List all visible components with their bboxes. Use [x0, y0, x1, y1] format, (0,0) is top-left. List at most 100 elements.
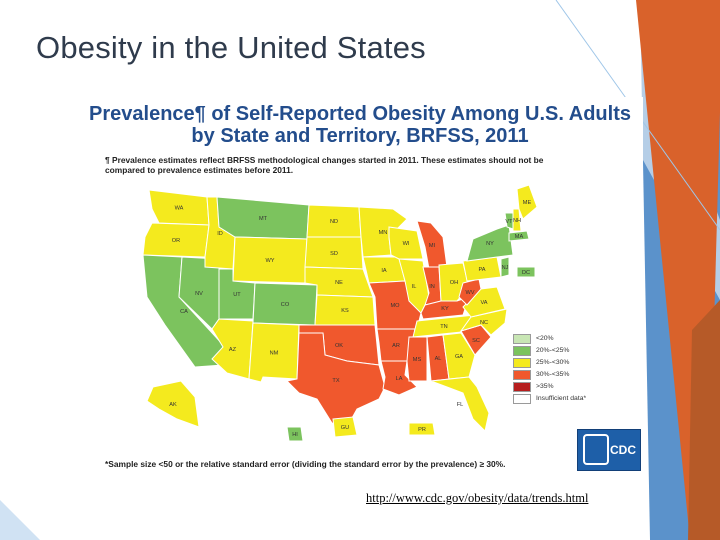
- state-label-co: CO: [281, 302, 290, 308]
- state-GU: GU: [332, 416, 358, 438]
- state-label-tx: TX: [332, 378, 339, 384]
- state-label-hi: HI: [292, 432, 298, 438]
- legend-label: Insufficient data*: [536, 395, 587, 402]
- legend-item: >35%: [513, 381, 605, 392]
- figure-note: ¶ Prevalence estimates reflect BRFSS met…: [105, 155, 605, 175]
- state-label-ky: KY: [441, 306, 449, 312]
- state-label-va: VA: [480, 300, 487, 306]
- state-label-ne: NE: [335, 280, 343, 286]
- legend-item: 30%-<35%: [513, 369, 605, 380]
- state-label-ms: MS: [413, 357, 422, 363]
- cdc-logo: CDC: [577, 429, 641, 471]
- legend-label: 30%-<35%: [536, 371, 570, 378]
- state-label-tn: TN: [440, 324, 447, 330]
- state-WI: WI: [388, 226, 424, 260]
- figure-note-line1: ¶ Prevalence estimates reflect BRFSS met…: [105, 155, 544, 165]
- state-ME: ME: [516, 184, 538, 220]
- state-label-ca: CA: [180, 309, 188, 315]
- figure-note-line2: compared to prevalence estimates before …: [105, 165, 294, 175]
- state-label-nh: NH: [513, 218, 521, 224]
- state-NM: NM: [248, 322, 300, 383]
- state-AK: AK: [146, 380, 200, 428]
- state-label-nm: NM: [270, 351, 279, 357]
- state-MA: MA: [508, 230, 530, 242]
- state-label-ut: UT: [233, 292, 241, 298]
- source-link[interactable]: http://www.cdc.gov/obesity/data/trends.h…: [366, 491, 589, 505]
- legend-swatch: [513, 393, 531, 404]
- state-label-ia: IA: [381, 268, 387, 274]
- state-WA: WA: [148, 189, 210, 226]
- obesity-map-figure: Prevalence¶ of Self-Reported Obesity Amo…: [77, 97, 643, 475]
- state-NJ: NJ: [500, 256, 510, 278]
- page-title: Obesity in the United States: [36, 30, 426, 65]
- state-HI: HI: [286, 426, 304, 442]
- state-PR: PR: [408, 422, 436, 436]
- state-label-sc: SC: [472, 338, 480, 344]
- state-MS: MS: [406, 336, 428, 382]
- state-label-wy: WY: [265, 258, 274, 264]
- state-label-id: ID: [217, 231, 223, 237]
- state-label-ga: GA: [455, 354, 463, 360]
- state-label-nv: NV: [195, 291, 203, 297]
- state-label-pa: PA: [478, 267, 485, 273]
- legend-label: <20%: [536, 335, 554, 342]
- state-NY: NY: [466, 224, 514, 262]
- state-label-la: LA: [396, 376, 403, 382]
- state-label-mt: MT: [259, 216, 268, 222]
- state-label-nd: ND: [330, 219, 338, 225]
- state-label-gu: GU: [341, 425, 349, 431]
- state-GA: GA: [442, 332, 476, 380]
- state-CO: CO: [252, 282, 318, 326]
- state-KS: KS: [314, 294, 376, 326]
- legend-item: Insufficient data*: [513, 393, 605, 404]
- state-label-mo: MO: [390, 303, 400, 309]
- state-ND: ND: [306, 204, 362, 238]
- legend-label: 20%-<25%: [536, 347, 570, 354]
- state-MT: MT: [216, 196, 310, 240]
- state-label-ks: KS: [341, 308, 349, 314]
- state-label-az: AZ: [229, 347, 237, 353]
- state-label-me: ME: [523, 200, 532, 206]
- state-FL: FL: [430, 376, 490, 432]
- state-SD: SD: [304, 236, 364, 270]
- state-OR: OR: [142, 222, 210, 258]
- state-label-mn: MN: [379, 230, 388, 236]
- state-label-ak: AK: [169, 402, 177, 408]
- state-label-il: IL: [412, 284, 417, 290]
- us-state-map: WA OR CA NV ID MT WY UT CO AZ NM ND SD N…: [142, 184, 538, 442]
- state-label-al: AL: [435, 356, 442, 362]
- state-label-nj: NJ: [502, 265, 509, 271]
- figure-title-line1: Prevalence¶ of Self-Reported Obesity Amo…: [89, 103, 631, 125]
- state-label-fl: FL: [457, 402, 464, 408]
- legend-swatch: [513, 333, 531, 344]
- state-label-oh: OH: [450, 280, 458, 286]
- state-label-or: OR: [172, 238, 180, 244]
- state-label-ma: MA: [515, 234, 524, 240]
- state-DC: DC: [516, 266, 536, 278]
- state-label-ar: AR: [392, 343, 400, 349]
- hhs-seal-icon: [583, 434, 609, 465]
- cdc-logo-text: CDC: [610, 443, 636, 457]
- state-label-wv: WV: [465, 290, 474, 296]
- state-label-mi: MI: [429, 243, 436, 249]
- state-label-vt: VT: [505, 219, 513, 225]
- state-label-nc: NC: [480, 320, 488, 326]
- state-IA: IA: [362, 256, 406, 284]
- state-NH: NH: [512, 208, 522, 232]
- state-label-in: IN: [429, 284, 435, 290]
- deco-brown-band: [688, 300, 720, 540]
- state-NC: NC: [459, 308, 508, 336]
- legend-label: >35%: [536, 383, 554, 390]
- state-label-wi: WI: [403, 241, 410, 247]
- figure-footnote: *Sample size <50 or the relative standar…: [105, 459, 506, 469]
- deco-corner: [0, 500, 40, 540]
- state-label-pr: PR: [418, 427, 426, 433]
- state-LA: LA: [380, 360, 418, 396]
- state-label-ok: OK: [335, 343, 343, 349]
- legend-swatch: [513, 369, 531, 380]
- state-label-ny: NY: [486, 241, 494, 247]
- state-TX: TX: [285, 332, 386, 428]
- state-label-wa: WA: [175, 206, 184, 212]
- figure-title-line2: by State and Territory, BRFSS, 2011: [191, 125, 529, 147]
